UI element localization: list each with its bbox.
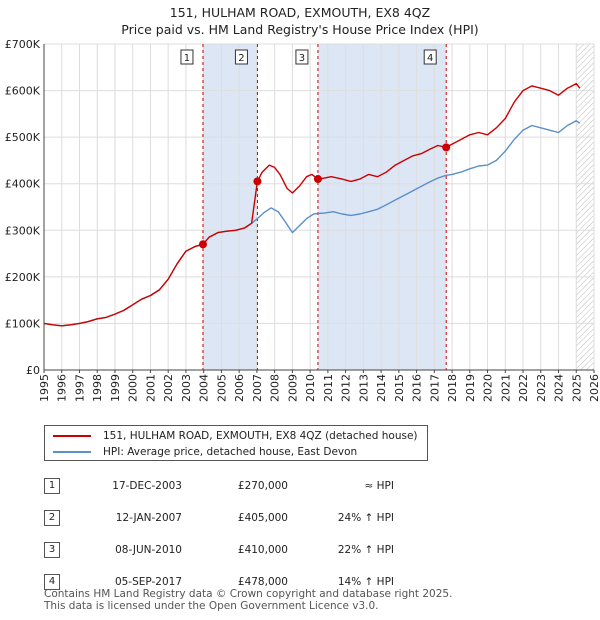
x-tick-label: 2026 [588,374,600,402]
x-tick-label: 2017 [428,374,441,402]
sale-price: £410,000 [237,544,288,556]
x-tick-label: 2012 [340,374,353,402]
x-tick-label: 2010 [304,374,317,402]
sale-price: £405,000 [237,512,288,524]
sale-2-point [253,177,262,186]
sale-hpi-comparison: 22% ↑ HPI [337,544,394,556]
y-tick-label: £0 [26,364,40,377]
x-tick-label: 2025 [570,374,583,402]
sale-date: 08-JUN-2010 [115,544,182,556]
series-line-property [43,82,581,327]
sale-1-point [198,240,207,249]
x-tick-label: 1996 [56,374,69,402]
y-tick-label: £200K [5,271,41,284]
x-tick-label: 2006 [233,374,246,402]
sale-date: 12-JAN-2007 [115,512,182,524]
table-row: 3 08-JUN-2010 £410,000 22% ↑ HPI [44,534,394,566]
sale-2-label: 2 [238,53,244,64]
sale-4-label: 4 [427,53,433,64]
sale-price: £478,000 [237,576,288,588]
x-tick-label: 2018 [446,374,459,402]
x-tick-label: 2022 [517,374,530,402]
y-tick-label: £100K [5,317,41,330]
x-tick-label: 2000 [127,374,140,402]
sale-price: £270,000 [237,480,288,492]
y-tick-label: £600K [5,85,41,98]
x-tick-label: 2008 [269,374,282,402]
chart-legend: 151, HULHAM ROAD, EXMOUTH, EX8 4QZ (deta… [44,425,428,461]
y-tick-label: £700K [5,38,41,51]
x-tick-label: 2007 [251,374,264,402]
table-row: 2 12-JAN-2007 £405,000 24% ↑ HPI [44,502,394,534]
x-tick-label: 1995 [38,374,51,402]
x-tick-label: 2003 [180,374,193,402]
sale-3-label: 3 [299,53,305,64]
legend-label-hpi: HPI: Average price, detached house, East… [103,446,358,458]
sale-3-label-box [295,49,309,65]
table-row: 4 05-SEP-2017 £478,000 14% ↑ HPI [44,566,394,598]
price-chart: 1 2 3 4 £0 £100K £200K £300K £400K £500K £600K £70… [5,38,600,402]
sale-2-label-box [234,49,248,65]
sales-table: 1 17-DEC-2003 £270,000 ≈ HPI 2 12-JAN-20… [44,470,394,598]
x-tick-label: 2019 [464,374,477,402]
table-row: 1 17-DEC-2003 £270,000 ≈ HPI [44,470,394,502]
x-tick-label: 2004 [198,374,211,402]
x-tick-label: 1998 [91,374,104,402]
sale-hpi-comparison: ≈ HPI [364,480,394,492]
x-tick-label: 2002 [162,374,175,402]
sale-marker-badge: 4 [44,574,60,590]
sale-marker-badge: 2 [44,510,60,526]
y-tick-label: £300K [5,224,41,237]
sale-3-point [313,175,322,184]
x-tick-label: 2005 [215,374,228,402]
x-tick-label: 2001 [144,374,157,402]
sale-4-label-box [423,49,437,65]
y-tick-label: £500K [5,131,41,144]
footer-licence: This data is licensed under the Open Gov… [44,599,379,612]
sale-date: 17-DEC-2003 [112,480,182,492]
x-tick-label: 1999 [109,374,122,402]
legend-swatch-property [53,435,91,437]
legend-label-property: 151, HULHAM ROAD, EXMOUTH, EX8 4QZ (deta… [103,430,418,442]
x-tick-label: 2011 [322,374,335,402]
sale-1-label: 1 [184,53,190,64]
sale-hpi-comparison: 24% ↑ HPI [337,512,394,524]
sale-hpi-comparison: 14% ↑ HPI [337,576,394,588]
sale-4-point [442,143,451,152]
x-tick-label: 2014 [375,374,388,402]
hatched-forecast-region [576,44,594,370]
legend-swatch-hpi [53,451,91,453]
footer-copyright: Contains HM Land Registry data © Crown c… [44,588,453,600]
x-tick-label: 1997 [73,374,86,402]
chart-title-address: 151, HULHAM ROAD, EXMOUTH, EX8 4QZ [169,5,431,20]
x-tick-label: 2009 [286,374,299,402]
x-tick-label: 2023 [535,374,548,402]
sale-1-label-box [180,49,194,65]
sale-date: 05-SEP-2017 [114,576,182,588]
y-tick-label: £400K [5,178,41,191]
x-tick-label: 2021 [499,374,512,402]
x-tick-label: 2016 [411,374,424,402]
sale-marker-badge: 1 [44,478,60,494]
footer: Contains HM Land Registry data © Crown c… [44,588,453,612]
x-tick-label: 2013 [357,374,370,402]
x-tick-label: 2020 [482,374,495,402]
x-tick-label: 2024 [553,374,566,402]
x-tick-label: 2015 [393,374,406,402]
sale-marker-badge: 3 [44,542,60,558]
shaded-ownership-span [202,44,258,370]
chart-subtitle: Price paid vs. HM Land Registry's House … [121,22,479,37]
